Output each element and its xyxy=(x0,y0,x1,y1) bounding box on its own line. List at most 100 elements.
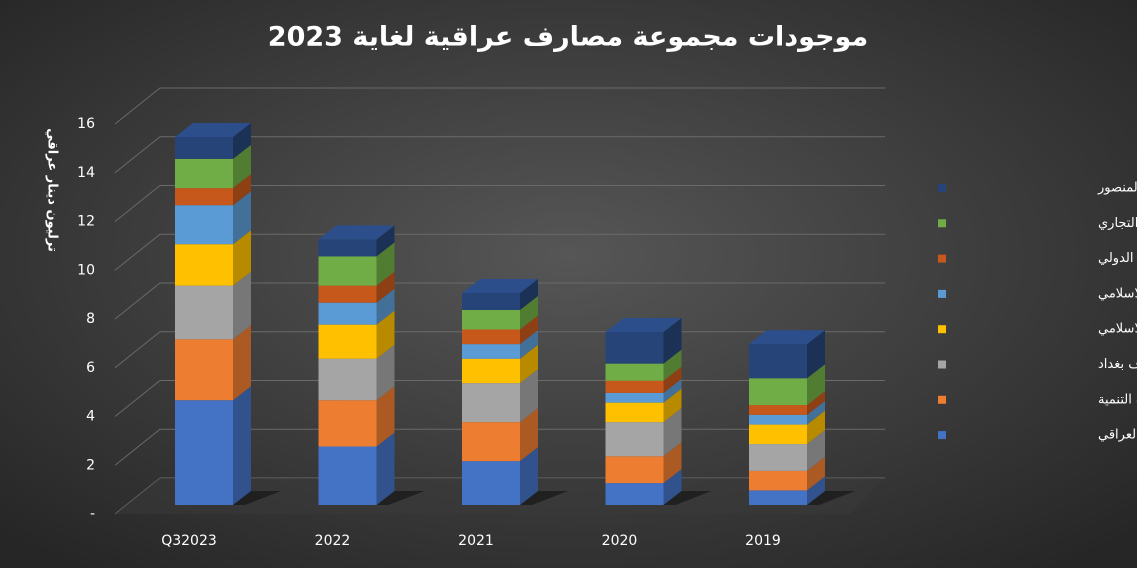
bar-segment xyxy=(318,324,377,359)
bar-segment xyxy=(605,331,664,364)
bar-side xyxy=(663,408,682,457)
legend-swatch xyxy=(938,431,946,440)
bar-side xyxy=(520,278,538,310)
y-tick-label: 2 xyxy=(86,457,95,473)
bar-side xyxy=(520,447,538,505)
bar-top xyxy=(318,225,395,240)
bar-segment xyxy=(462,292,520,310)
y-tick-label: 16 xyxy=(77,116,95,132)
bar-side xyxy=(520,330,538,359)
bar-segment xyxy=(175,188,233,206)
bar-side xyxy=(663,388,682,423)
bar-side xyxy=(663,349,682,381)
bar-side xyxy=(376,242,395,286)
bar-segment xyxy=(318,400,377,447)
bar-segment xyxy=(749,378,807,406)
x-tick-label: 2019 xyxy=(745,533,781,549)
bar-top xyxy=(175,122,251,137)
bar-segment xyxy=(462,344,520,359)
bar-side xyxy=(520,296,538,330)
bar-side xyxy=(376,310,395,359)
legend-swatch xyxy=(938,289,946,298)
legend-label: مصرف الاقليم التجاري xyxy=(1098,216,1137,231)
grid-line xyxy=(114,282,885,320)
bar-segment xyxy=(175,205,233,245)
bar-side xyxy=(663,317,682,364)
y-axis-label: ترليون دينار عراقي xyxy=(45,128,60,252)
bar-segment xyxy=(175,285,233,340)
legend-label: مصرف المنصور xyxy=(1097,181,1137,196)
bar-segment xyxy=(462,310,520,330)
bar-segment xyxy=(318,256,377,286)
legend-swatch xyxy=(938,360,946,369)
bar-side xyxy=(663,378,682,403)
bar-side xyxy=(807,330,825,379)
x-tick-label: 2021 xyxy=(458,533,494,549)
bar-side xyxy=(663,366,682,393)
bar-side xyxy=(233,144,251,189)
legend-label: مصرف بغداد xyxy=(1098,357,1137,372)
bar-segment xyxy=(318,302,377,325)
bar-segment xyxy=(462,383,520,423)
bar-segment xyxy=(318,358,377,401)
bar-side xyxy=(233,191,251,245)
bar-side xyxy=(376,271,395,303)
x-tick-label: 2022 xyxy=(315,533,351,549)
bar-side xyxy=(807,364,825,406)
legend-swatch xyxy=(938,184,946,192)
legend-label: المصرف العراقي الاسلامي xyxy=(1098,322,1137,337)
bar-side xyxy=(233,122,251,159)
legend-swatch xyxy=(938,395,946,404)
y-tick-label: 10 xyxy=(77,262,95,278)
bar-side xyxy=(807,400,825,425)
bar-segment xyxy=(175,244,233,286)
bar-side xyxy=(807,410,825,445)
bar-top xyxy=(605,317,682,332)
bar-side xyxy=(663,442,682,484)
bar-segment xyxy=(749,414,807,425)
bar-side xyxy=(233,230,251,286)
bar-segment xyxy=(318,285,377,303)
bar-segment xyxy=(462,461,520,505)
bar-side xyxy=(233,325,251,401)
bar-side xyxy=(807,391,825,415)
bar-segment xyxy=(605,456,664,484)
bar-side xyxy=(376,432,395,505)
y-tick-label: 6 xyxy=(86,360,95,376)
bar-side xyxy=(807,476,825,505)
y-tick-label: 8 xyxy=(86,311,95,327)
bar-segment xyxy=(605,392,664,403)
bar-segment xyxy=(318,239,377,257)
bar-side xyxy=(663,469,682,505)
legend-label: مصرف اشور الدولي xyxy=(1098,251,1137,266)
legend-label: مصرف الجنوب الاسلامي xyxy=(1098,286,1137,301)
bar-segment xyxy=(749,444,807,471)
bar-top xyxy=(462,278,538,293)
legend-label: المصرف الاهلي العراقي xyxy=(1098,428,1137,443)
grid-line xyxy=(114,136,885,174)
bar-side xyxy=(520,315,538,345)
bar-segment xyxy=(749,470,807,491)
bar-side xyxy=(376,386,395,447)
bar-side xyxy=(807,456,825,491)
x-tick-label: Q32023 xyxy=(161,533,217,549)
bar-side xyxy=(807,430,825,471)
bar-side xyxy=(233,174,251,206)
bar-segment xyxy=(462,329,520,345)
grid-line xyxy=(114,233,885,271)
bar-segment xyxy=(175,158,233,189)
bar-segment xyxy=(749,405,807,415)
bar-segment xyxy=(605,363,664,381)
bar-segment xyxy=(749,344,807,379)
bar-side xyxy=(520,344,538,384)
bar-segment xyxy=(175,136,233,159)
bar-segment xyxy=(605,422,664,457)
bar-side xyxy=(233,271,251,340)
bar-segment xyxy=(605,483,664,505)
bar-top xyxy=(749,330,825,345)
bar-segment xyxy=(175,339,233,401)
grid-line xyxy=(114,87,885,125)
y-tick-label: 14 xyxy=(77,165,95,181)
bar-segment xyxy=(749,490,807,505)
